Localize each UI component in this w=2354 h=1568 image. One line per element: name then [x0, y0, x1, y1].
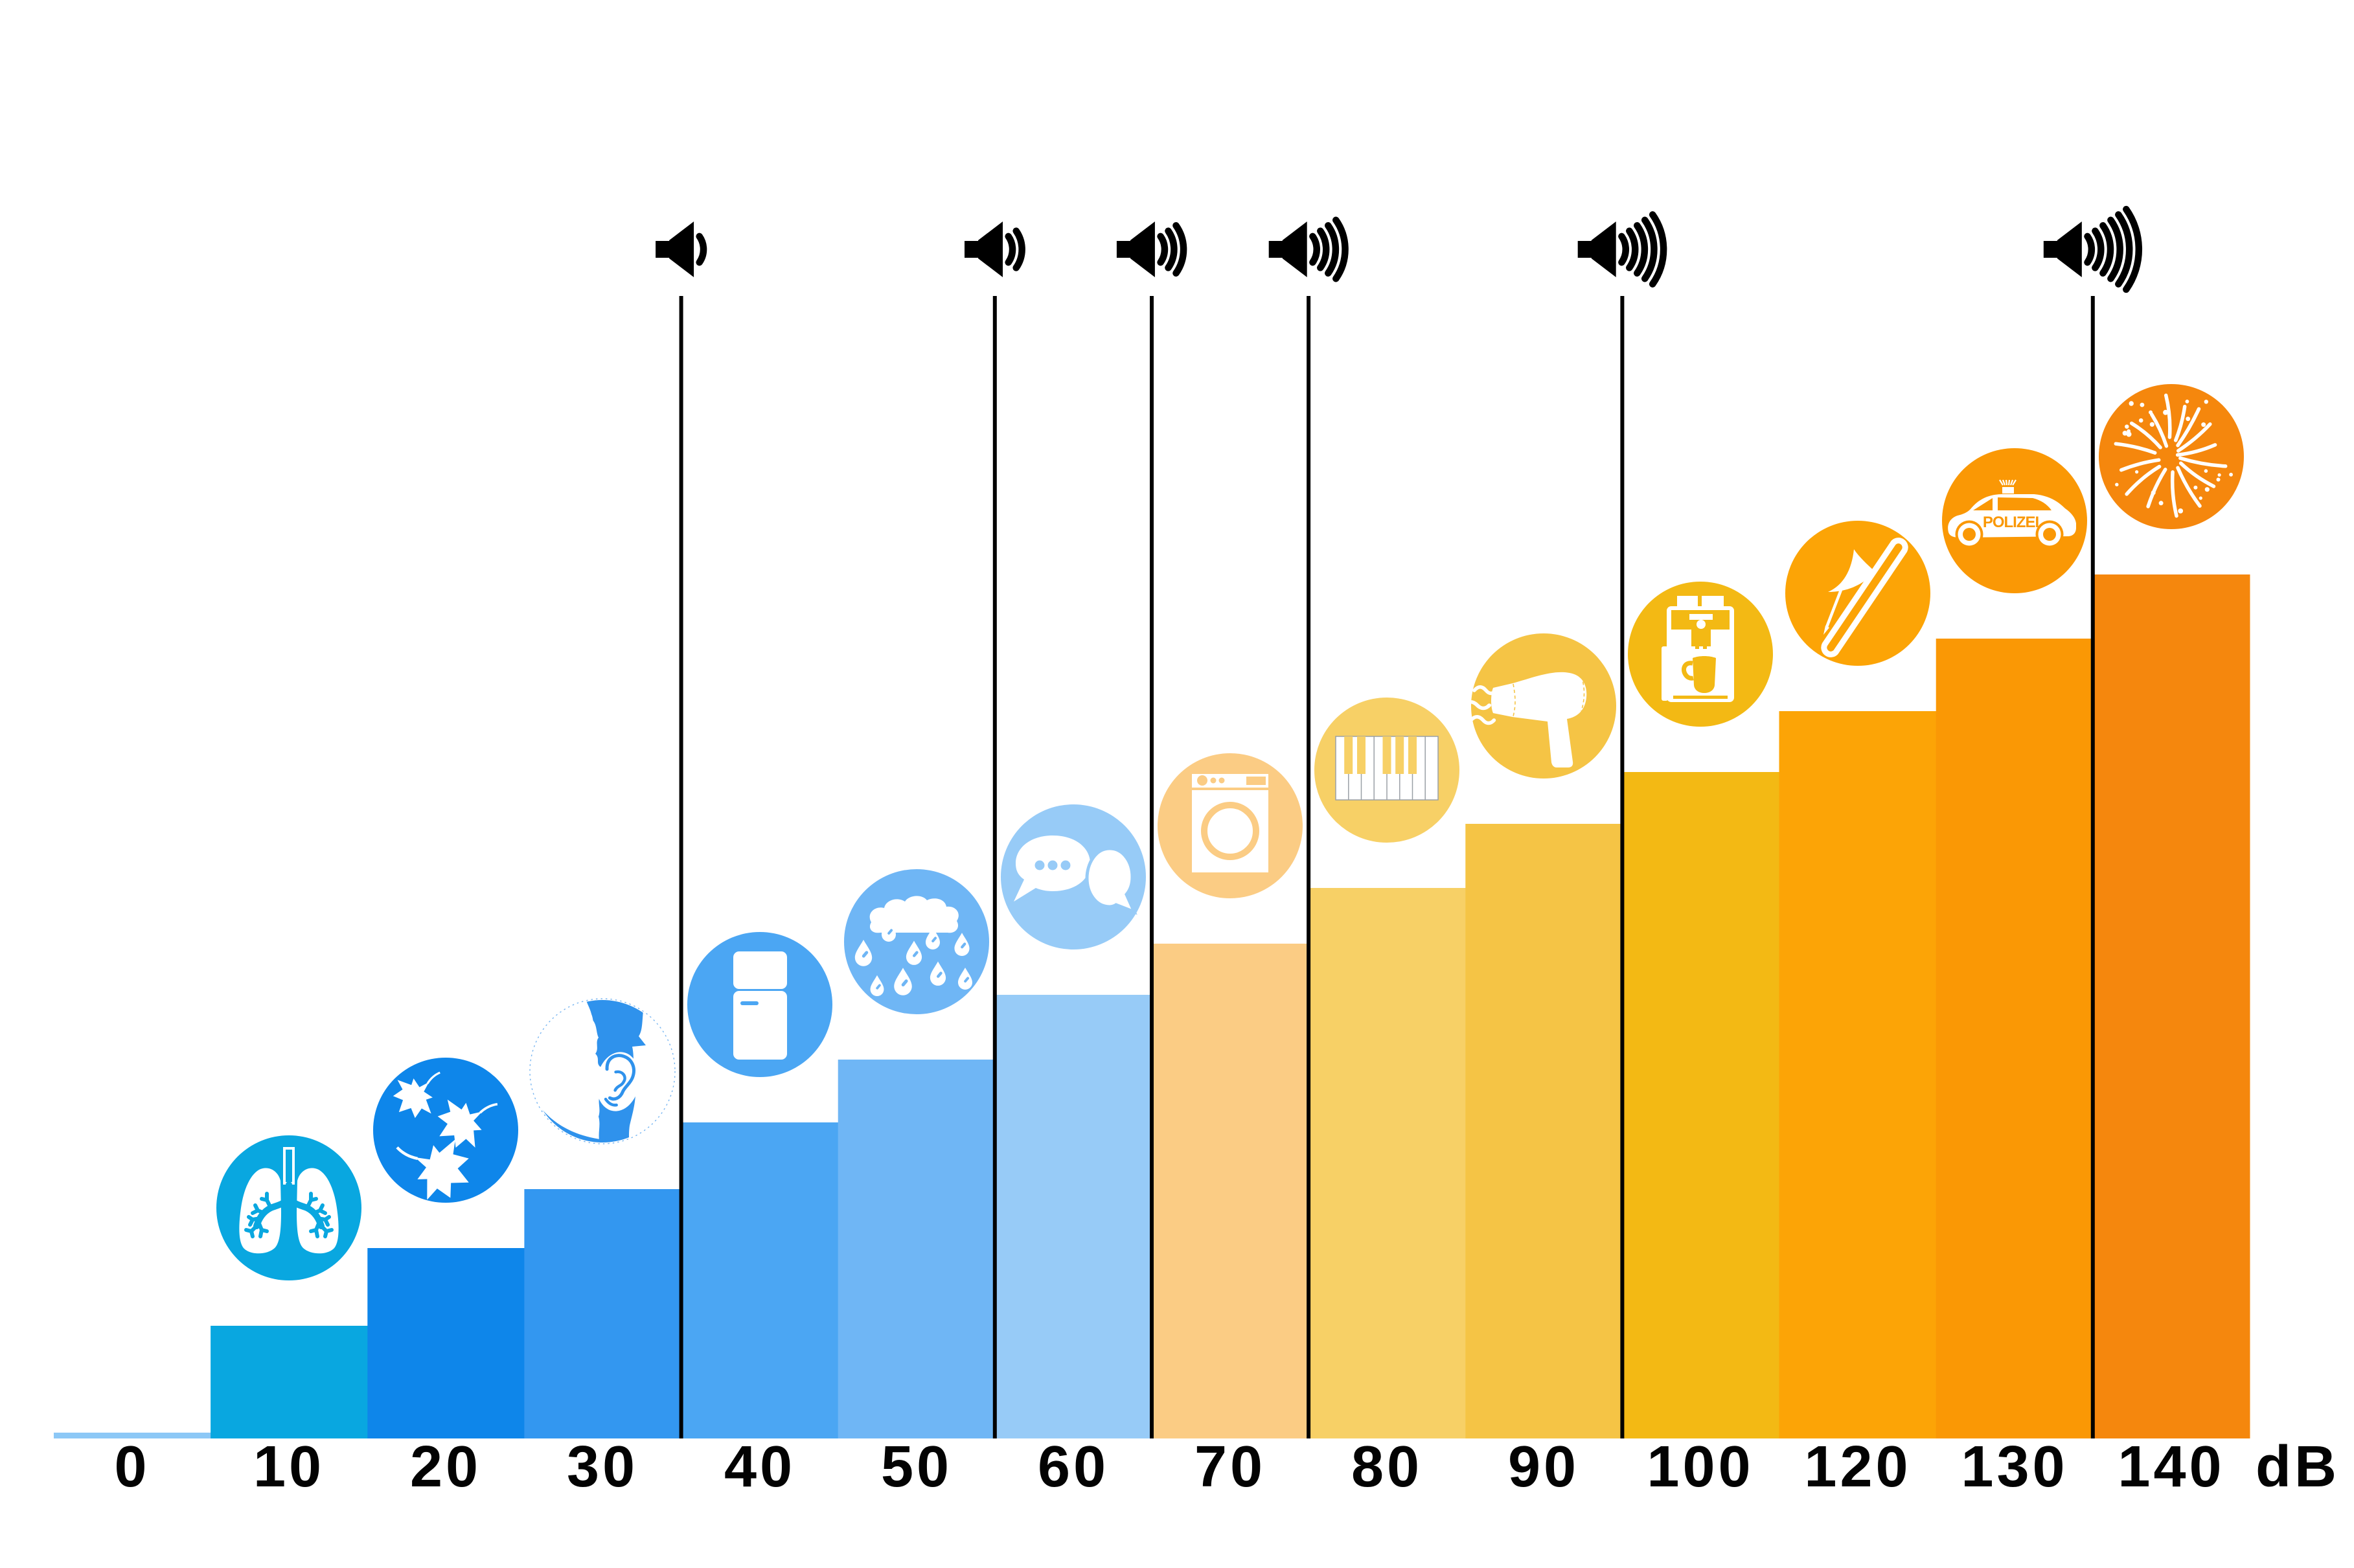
svg-text:10: 10: [253, 1435, 325, 1499]
svg-text:100: 100: [1647, 1435, 1754, 1499]
svg-text:30: 30: [567, 1435, 638, 1499]
svg-text:90: 90: [1508, 1435, 1579, 1499]
svg-text:0: 0: [114, 1435, 150, 1499]
svg-text:130: 130: [1961, 1435, 2068, 1499]
svg-text:50: 50: [881, 1435, 952, 1499]
svg-text:120: 120: [1804, 1435, 1911, 1499]
svg-text:70: 70: [1194, 1435, 1266, 1499]
svg-text:40: 40: [724, 1435, 795, 1499]
svg-text:POLIZEI: POLIZEI: [1983, 514, 2039, 531]
svg-text:60: 60: [1038, 1435, 1109, 1499]
svg-text:20: 20: [410, 1435, 481, 1499]
svg-text:80: 80: [1351, 1435, 1423, 1499]
svg-text:140: 140: [2118, 1435, 2224, 1499]
svg-text:dB: dB: [2256, 1435, 2340, 1499]
